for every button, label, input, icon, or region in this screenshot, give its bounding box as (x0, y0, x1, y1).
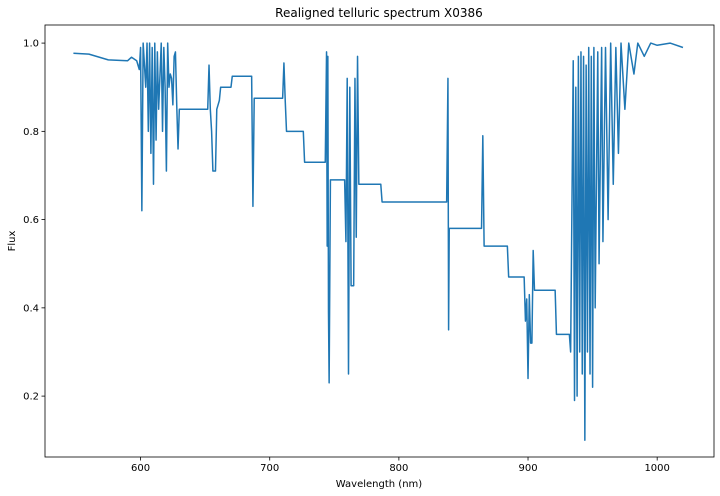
x-tick-label: 600 (131, 463, 150, 474)
spectrum-line (73, 42, 684, 441)
chart-title: Realigned telluric spectrum X0386 (275, 6, 483, 20)
x-tick-label: 900 (518, 463, 537, 474)
y-tick-label: 0.6 (23, 215, 39, 226)
y-tick-label: 0.8 (23, 127, 39, 138)
x-tick-label: 800 (389, 463, 408, 474)
x-tick-label: 1000 (644, 463, 669, 474)
y-axis-label: Flux (7, 231, 18, 252)
y-tick-label: 1.0 (23, 39, 39, 50)
x-tick-label: 700 (260, 463, 279, 474)
plot-frame (44, 24, 715, 458)
x-axis-label: Wavelength (nm) (336, 479, 422, 490)
y-tick-label: 0.4 (23, 303, 39, 314)
y-tick-label: 0.2 (23, 392, 39, 403)
